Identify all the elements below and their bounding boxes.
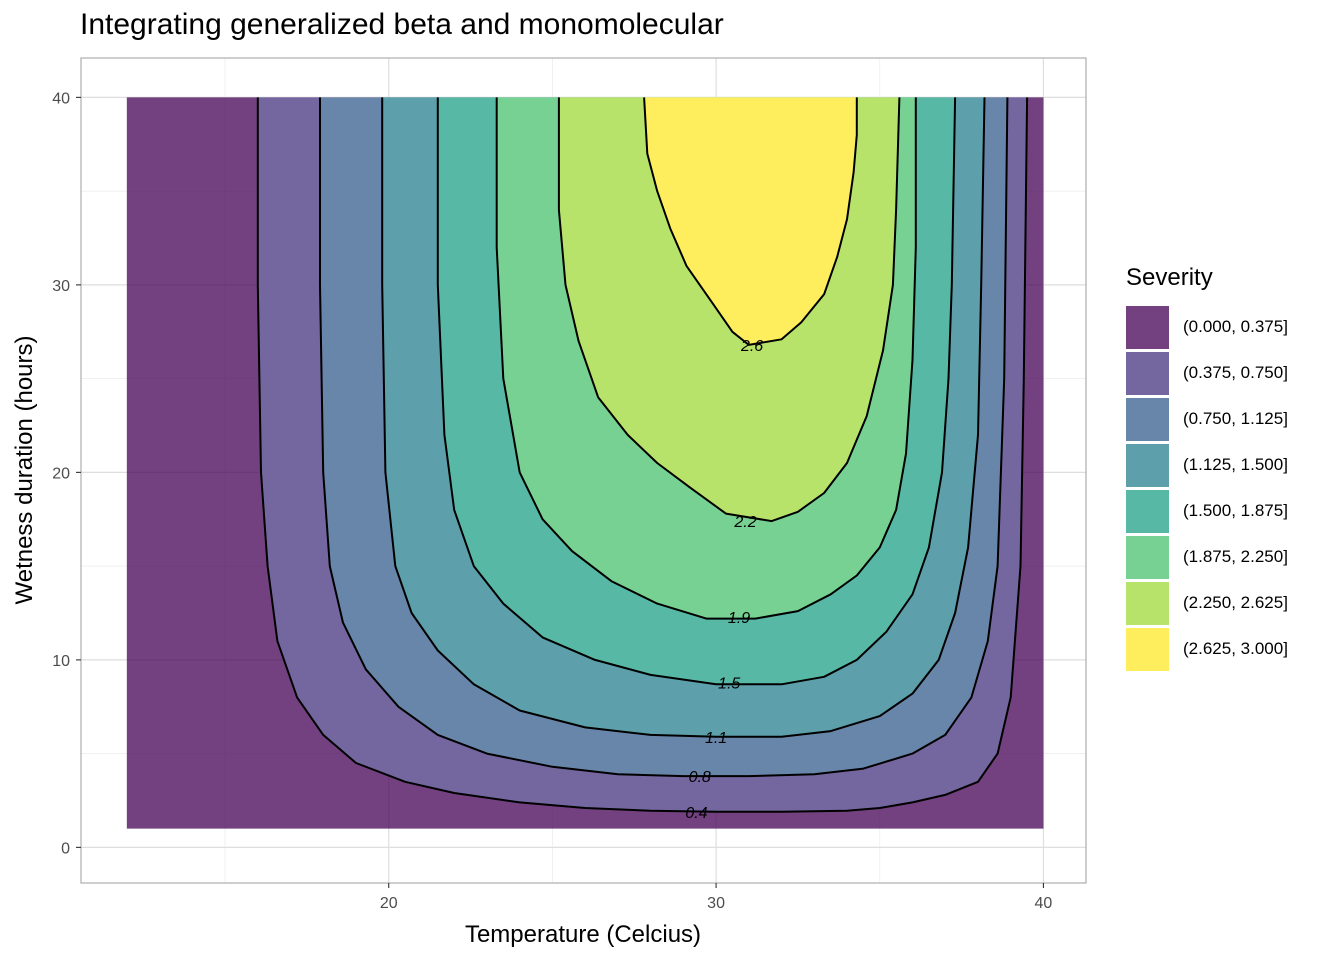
legend-swatch (1126, 351, 1169, 395)
contour-line (319, 97, 1009, 778)
plot-panel-border (80, 57, 1087, 884)
legend-title: Severity (1126, 264, 1213, 291)
legend-swatch (1126, 581, 1169, 625)
contour-line (643, 97, 858, 346)
legend-label: (1.500, 1.875] (1183, 501, 1288, 520)
legend-label: (0.750, 1.125] (1183, 409, 1288, 428)
legend-items: (0.000, 0.375] (0.375, 0.750] (0.750, 1.12… (1126, 304, 1288, 672)
legend-item: (2.625, 3.000] (1126, 626, 1288, 672)
legend-label: (1.875, 2.250] (1183, 547, 1288, 566)
contour-label: 1.5 (718, 675, 740, 692)
legend-swatch (1126, 627, 1169, 671)
contour-label: 0.4 (685, 805, 707, 822)
x-tick-label: 20 (380, 895, 398, 912)
legend: Severity (0.000, 0.375] (0.375, 0.750] (0.… (1126, 264, 1288, 672)
legend-item: (0.750, 1.125] (1126, 396, 1288, 442)
legend-item: (1.875, 2.250] (1126, 534, 1288, 580)
contour-label: 2.2 (733, 514, 756, 531)
contour-lines (256, 97, 1029, 813)
y-tick-label: 40 (52, 90, 70, 107)
legend-label: (2.250, 2.625] (1183, 593, 1288, 612)
legend-swatch (1126, 535, 1169, 579)
legend-swatch (1126, 397, 1169, 441)
contour-line (557, 97, 901, 523)
contour-label: 1.1 (705, 730, 727, 747)
contour-region (644, 97, 857, 345)
x-axis-title: Temperature (Celcius) (465, 921, 701, 948)
contour-line (256, 97, 1029, 813)
legend-item: (1.125, 1.500] (1126, 442, 1288, 488)
contour-labels: 0.4 0.8 1.1 1.5 1.9 2.2 2.6 (685, 338, 763, 822)
legend-item: (0.375, 0.750] (1126, 350, 1288, 396)
contour-line (495, 97, 917, 620)
legend-label: (1.125, 1.500] (1183, 455, 1288, 474)
legend-label: (0.000, 0.375] (1183, 317, 1288, 336)
contour-plot: 0.4 0.8 1.1 1.5 1.9 2.2 2.6 20 30 40 0 10 20 30 40 Te… (11, 57, 1087, 948)
contour-line (381, 97, 986, 738)
y-tick-label: 20 (52, 465, 70, 482)
legend-label: (0.375, 0.750] (1183, 363, 1288, 382)
y-tick-label: 10 (52, 653, 70, 670)
y-axis-title: Wetness duration (hours) (11, 335, 38, 604)
legend-item: (2.250, 2.625] (1126, 580, 1288, 626)
axes: 20 30 40 0 10 20 30 40 (52, 90, 1052, 912)
x-tick-label: 30 (707, 895, 725, 912)
contour-label: 1.9 (728, 610, 750, 627)
y-tick-label: 30 (52, 278, 70, 295)
legend-swatch (1126, 443, 1169, 487)
contour-fills (126, 97, 1044, 829)
x-tick-label: 40 (1035, 895, 1053, 912)
legend-swatch (1126, 489, 1169, 533)
legend-item: (0.000, 0.375] (1126, 304, 1288, 350)
chart-title: Integrating generalized beta and monomol… (80, 8, 724, 41)
legend-label: (2.625, 3.000] (1183, 639, 1288, 658)
contour-label: 2.6 (740, 338, 763, 355)
legend-swatch (1126, 305, 1169, 349)
y-tick-label: 0 (61, 840, 70, 857)
legend-item: (1.500, 1.875] (1126, 488, 1288, 534)
contour-line (436, 97, 957, 686)
contour-label: 0.8 (689, 769, 711, 786)
